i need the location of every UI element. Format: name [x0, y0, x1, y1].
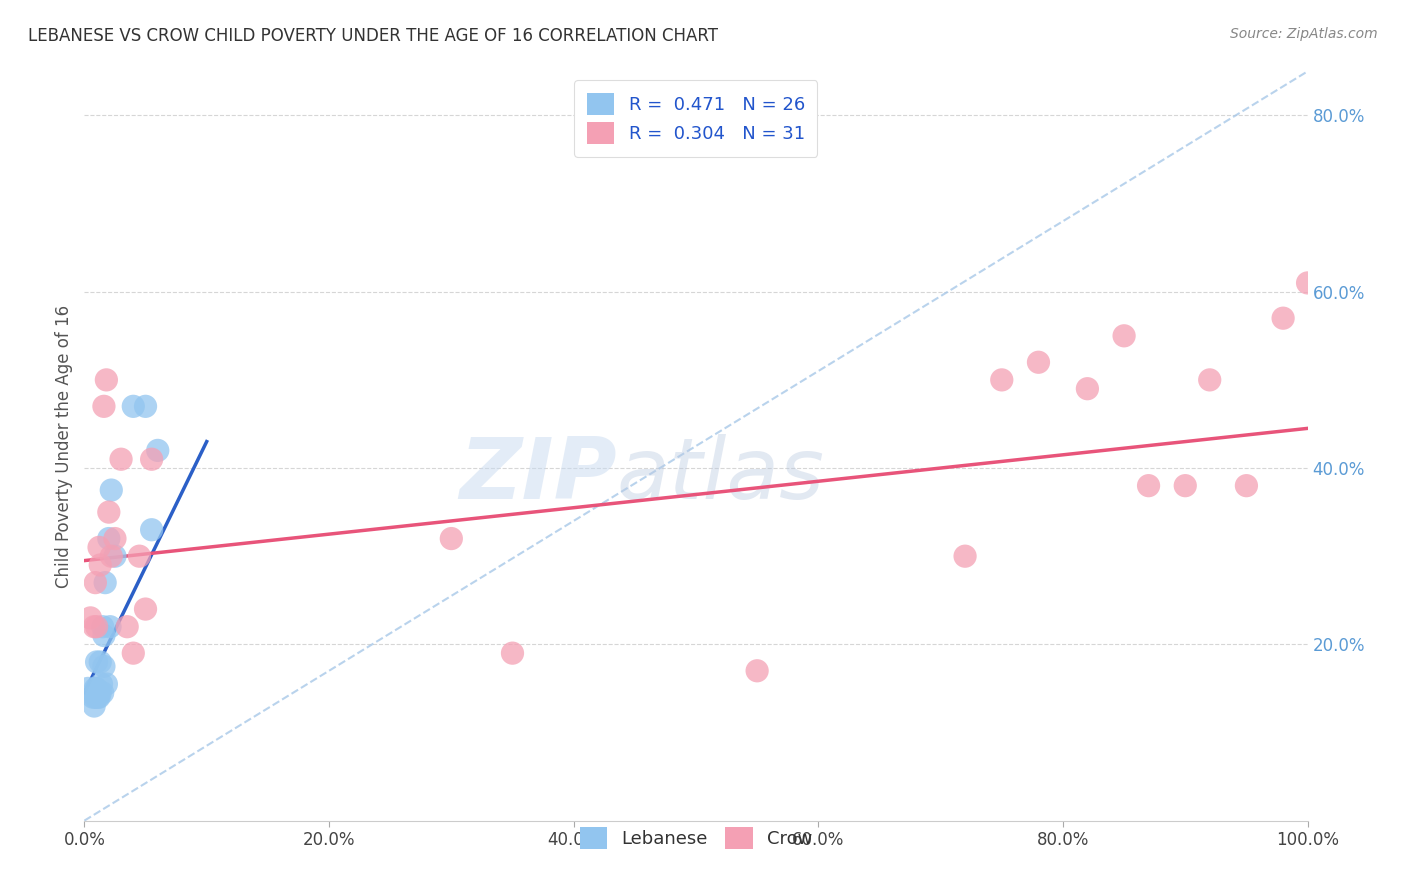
Point — [115, 620, 138, 634]
Point — [89, 558, 111, 572]
Point — [89, 686, 111, 700]
Point — [440, 532, 463, 546]
Point — [82, 690, 104, 705]
Point — [93, 628, 115, 642]
Point — [122, 400, 145, 414]
Point — [97, 532, 120, 546]
Point — [128, 549, 150, 564]
Point — [93, 400, 115, 414]
Point — [87, 541, 110, 555]
Point — [87, 690, 110, 705]
Point — [79, 611, 101, 625]
Point — [104, 549, 127, 564]
Point — [97, 505, 120, 519]
Point — [502, 646, 524, 660]
Point — [1272, 311, 1295, 326]
Point — [135, 400, 157, 414]
Point — [141, 452, 163, 467]
Point — [96, 373, 118, 387]
Point — [100, 483, 122, 497]
Point — [90, 677, 112, 691]
Point — [86, 681, 108, 696]
Point — [86, 655, 108, 669]
Point — [122, 646, 145, 660]
Point — [1028, 355, 1050, 369]
Point — [93, 659, 115, 673]
Point — [83, 699, 105, 714]
Text: ZIP: ZIP — [458, 434, 616, 517]
Point — [141, 523, 163, 537]
Point — [135, 602, 157, 616]
Point — [91, 686, 114, 700]
Point — [104, 532, 127, 546]
Text: atlas: atlas — [616, 434, 824, 517]
Point — [1296, 276, 1319, 290]
Point — [1076, 382, 1098, 396]
Point — [1236, 478, 1258, 492]
Legend: Lebanese, Crow: Lebanese, Crow — [572, 820, 820, 856]
Text: Source: ZipAtlas.com: Source: ZipAtlas.com — [1230, 27, 1378, 41]
Point — [100, 549, 122, 564]
Point — [94, 575, 117, 590]
Point — [77, 681, 100, 696]
Point — [991, 373, 1014, 387]
Point — [91, 620, 114, 634]
Point — [98, 620, 121, 634]
Point — [747, 664, 769, 678]
Point — [1114, 328, 1136, 343]
Point — [86, 620, 108, 634]
Point — [84, 690, 107, 705]
Point — [84, 681, 107, 696]
Y-axis label: Child Poverty Under the Age of 16: Child Poverty Under the Age of 16 — [55, 304, 73, 588]
Point — [84, 575, 107, 590]
Point — [110, 452, 132, 467]
Point — [1198, 373, 1220, 387]
Point — [1174, 478, 1197, 492]
Point — [87, 690, 110, 705]
Point — [89, 655, 111, 669]
Point — [83, 620, 105, 634]
Point — [953, 549, 976, 564]
Text: LEBANESE VS CROW CHILD POVERTY UNDER THE AGE OF 16 CORRELATION CHART: LEBANESE VS CROW CHILD POVERTY UNDER THE… — [28, 27, 718, 45]
Point — [146, 443, 169, 458]
Point — [1137, 478, 1160, 492]
Point — [96, 677, 118, 691]
